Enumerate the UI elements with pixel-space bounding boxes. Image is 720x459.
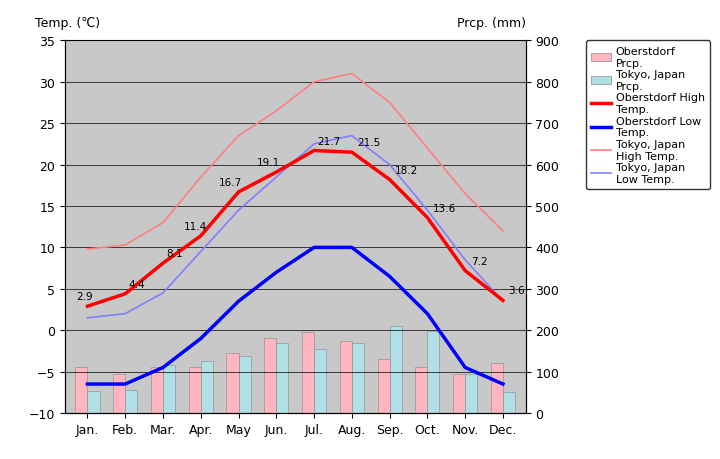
Text: 16.7: 16.7 — [219, 178, 243, 188]
Bar — [76, 368, 87, 413]
Bar — [491, 364, 503, 413]
Bar — [314, 349, 326, 413]
Bar — [453, 374, 465, 413]
Bar — [189, 368, 201, 413]
Bar — [201, 362, 213, 413]
Bar — [415, 368, 428, 413]
Bar — [151, 368, 163, 413]
Text: 11.4: 11.4 — [184, 221, 207, 231]
Text: 19.1: 19.1 — [257, 158, 280, 168]
Bar — [87, 392, 99, 413]
Bar — [125, 390, 138, 413]
Bar — [390, 326, 402, 413]
Text: 2.9: 2.9 — [76, 291, 93, 302]
Bar — [113, 374, 125, 413]
Bar — [238, 356, 251, 413]
Bar — [227, 353, 238, 413]
Text: 7.2: 7.2 — [471, 256, 487, 266]
Text: 18.2: 18.2 — [395, 165, 418, 175]
Bar — [340, 341, 352, 413]
Text: 13.6: 13.6 — [433, 203, 456, 213]
Bar — [503, 392, 515, 413]
Bar — [264, 339, 276, 413]
Text: 4.4: 4.4 — [128, 279, 145, 289]
Text: Prcp. (mm): Prcp. (mm) — [456, 17, 526, 30]
Bar — [276, 344, 289, 413]
Text: Temp. (℃): Temp. (℃) — [35, 17, 100, 30]
Legend: Oberstdorf
Prcp., Tokyo, Japan
Prcp., Oberstdorf High
Temp., Oberstdorf Low
Temp: Oberstdorf Prcp., Tokyo, Japan Prcp., Ob… — [585, 41, 710, 190]
Text: 8.1: 8.1 — [166, 249, 182, 258]
Bar — [302, 332, 314, 413]
Bar — [352, 344, 364, 413]
Bar — [377, 359, 390, 413]
Text: 3.6: 3.6 — [508, 286, 525, 296]
Text: 21.5: 21.5 — [357, 138, 381, 148]
Bar — [428, 331, 439, 413]
Text: 21.7: 21.7 — [317, 136, 340, 146]
Bar — [163, 365, 175, 413]
Bar — [465, 375, 477, 413]
